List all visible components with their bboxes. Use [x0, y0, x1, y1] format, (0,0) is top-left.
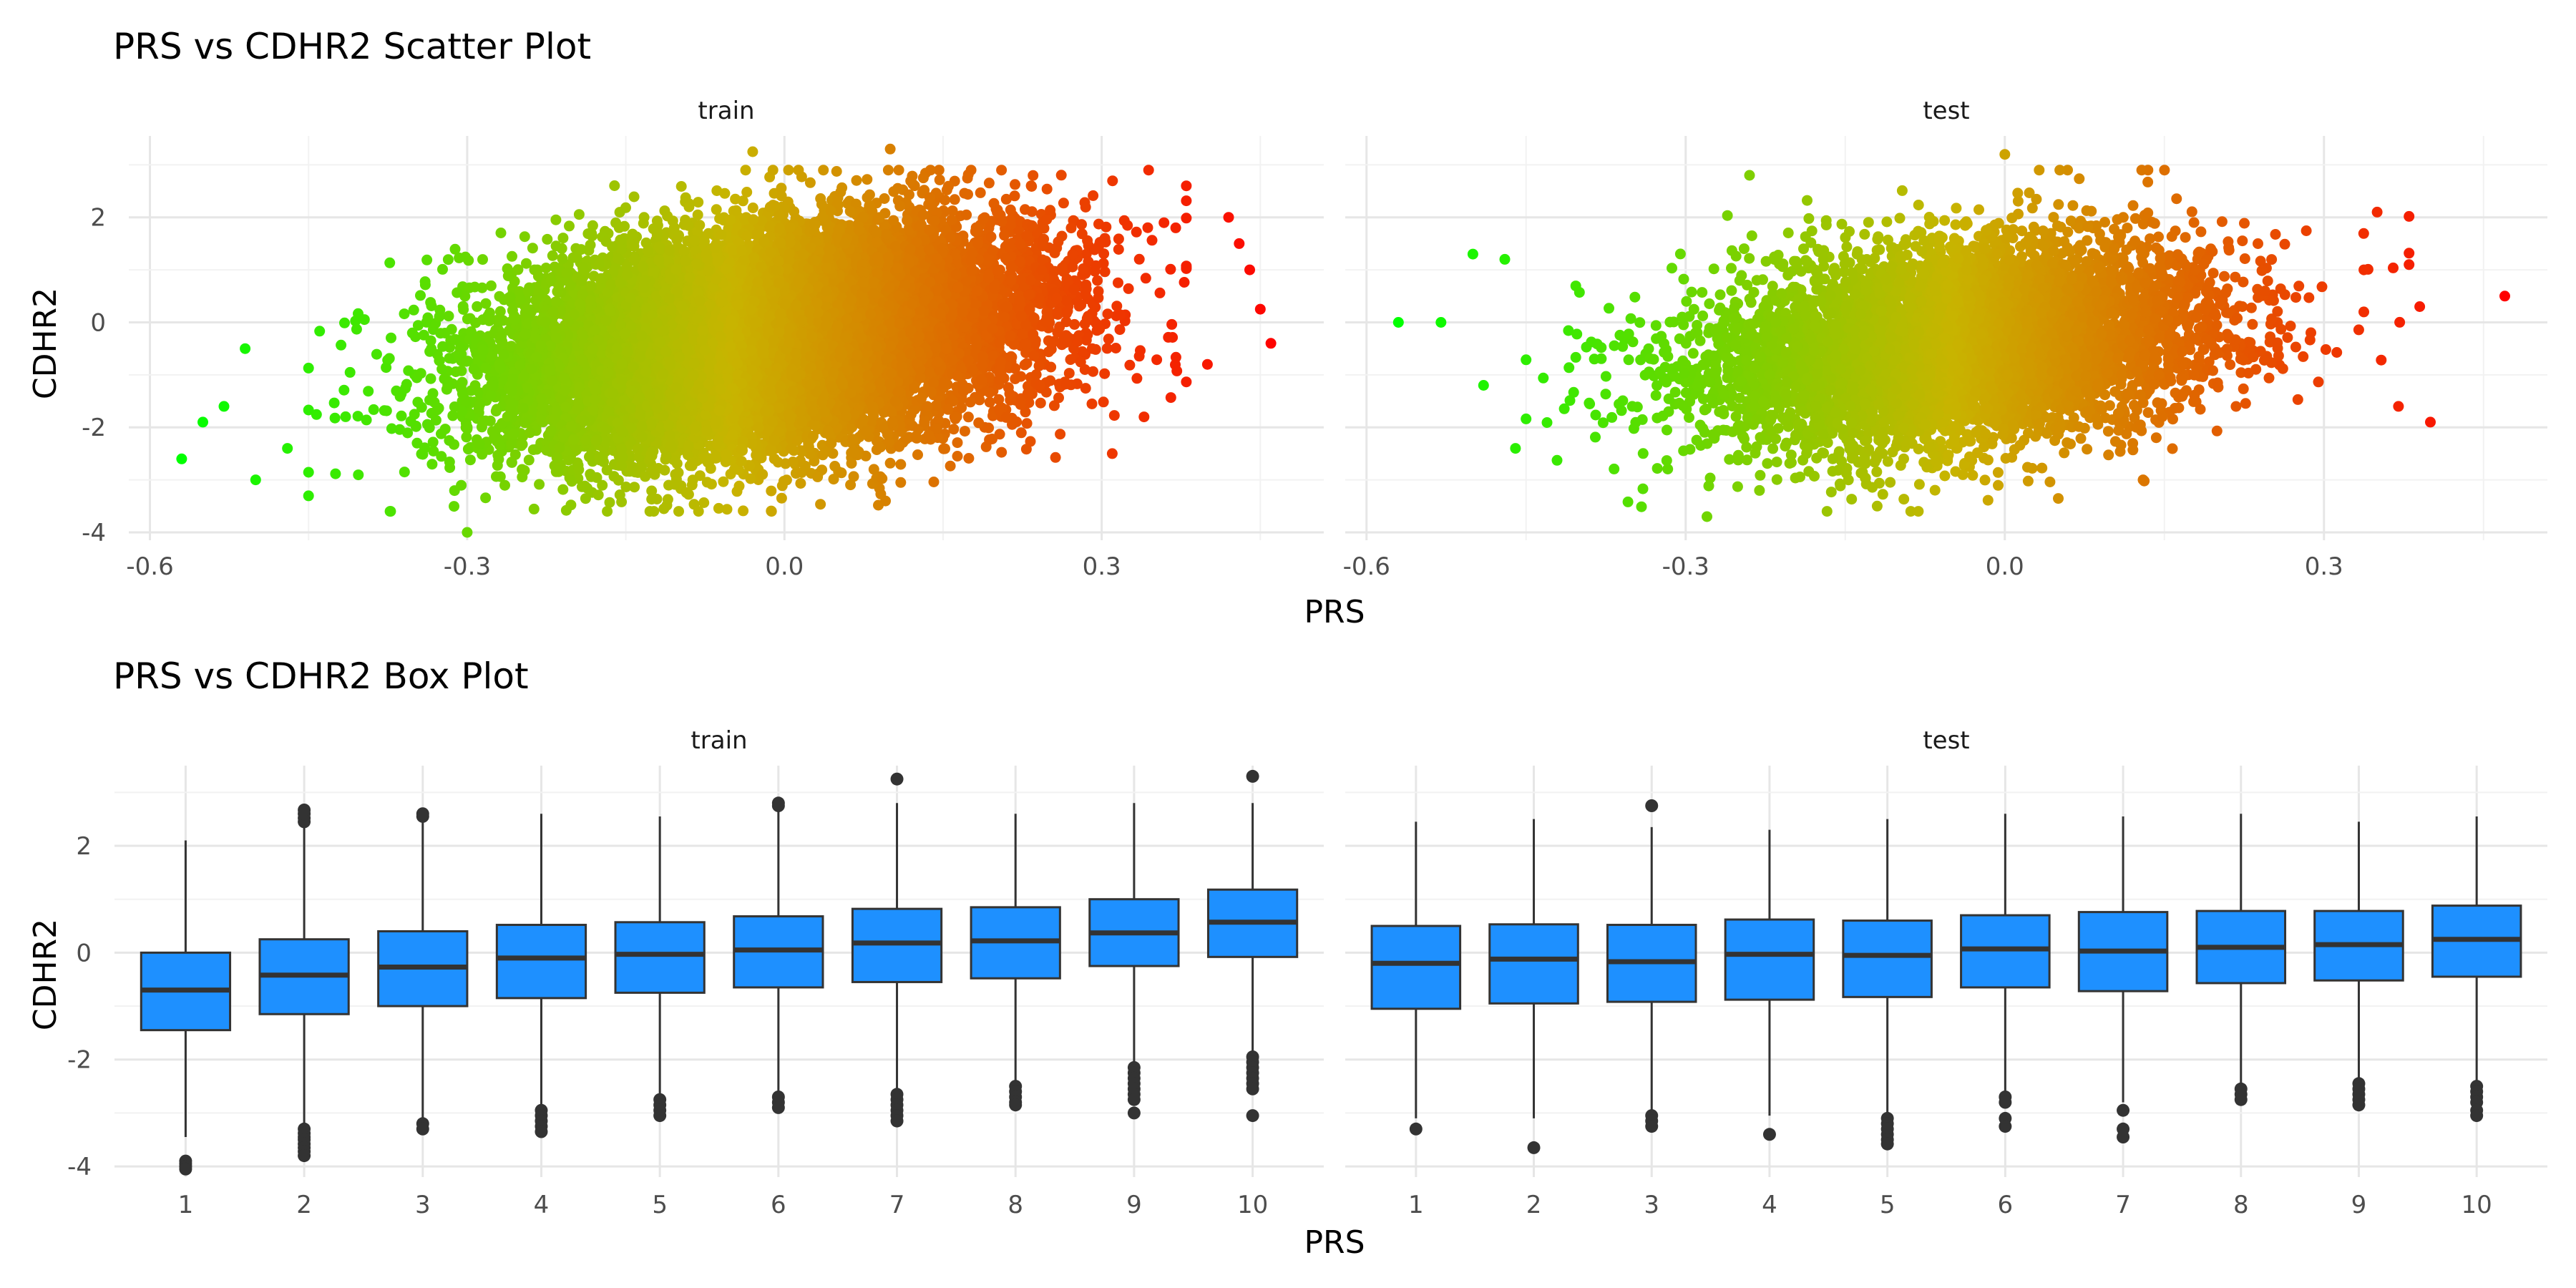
scatter-point: [745, 473, 756, 484]
scatter-point: [1170, 351, 1181, 363]
scatter-point: [882, 165, 894, 176]
scatter-point: [912, 449, 923, 460]
scatter-point: [421, 254, 433, 265]
scatter-point: [428, 446, 439, 457]
scatter-point: [738, 505, 749, 517]
y-tick-label: 2: [90, 204, 106, 233]
scatter-point: [1108, 410, 1120, 421]
scatter-point: [649, 469, 660, 480]
scatter-point: [303, 362, 314, 374]
scatter-point: [425, 373, 436, 384]
scatter-point: [401, 379, 412, 390]
scatter-point: [415, 290, 426, 301]
scatter-point: [1158, 217, 1170, 228]
scatter-plot-title: PRS vs CDHR2 Scatter Plot: [113, 26, 591, 67]
scatter-point: [1113, 277, 1123, 288]
scatter-point: [449, 501, 459, 512]
scatter-point: [314, 326, 326, 337]
scatter-point: [523, 454, 535, 466]
scatter-point: [993, 394, 1005, 405]
scatter-point: [1019, 359, 1030, 371]
scatter-point: [1086, 398, 1098, 409]
scatter-point: [385, 506, 396, 517]
scatter-point: [1143, 165, 1154, 176]
scatter-point: [983, 177, 995, 189]
scatter-point: [851, 175, 862, 186]
y-tick-label: -2: [82, 414, 106, 442]
scatter-point: [1041, 183, 1053, 195]
scatter-point: [443, 311, 454, 322]
scatter-point: [1015, 427, 1027, 439]
scatter-point: [895, 459, 907, 470]
scatter-point: [303, 467, 314, 478]
scatter-point: [1028, 170, 1039, 181]
scatter-panel-train: train -0.6 -0.3 0.0 0.3 -4 -2 0 2: [82, 97, 1324, 581]
scatter-point: [949, 194, 960, 205]
scatter-point: [1146, 235, 1158, 246]
scatter-point: [399, 308, 410, 320]
y-tick-label: -4: [82, 519, 106, 547]
scatter-point: [730, 193, 741, 205]
scatter-point: [952, 451, 963, 462]
scatter-point: [629, 482, 640, 493]
facet-strip-label: train: [698, 97, 754, 125]
scatter-point: [1035, 397, 1046, 409]
x-tick-label: -0.6: [126, 552, 173, 581]
box-plot-title: PRS vs CDHR2 Box Plot: [113, 655, 529, 697]
scatter-point: [1113, 244, 1124, 255]
y-tick-label: 0: [90, 308, 106, 337]
scatter-point: [516, 440, 527, 452]
scatter-point: [996, 447, 1008, 458]
scatter-point: [962, 411, 974, 423]
scatter-point: [973, 417, 985, 429]
points: [176, 143, 1277, 538]
scatter-point: [1045, 205, 1056, 216]
scatter-point: [963, 453, 975, 464]
scatter-point: [361, 414, 372, 426]
scatter-point: [948, 424, 960, 435]
scatter-point: [1021, 418, 1033, 429]
scatter-point: [396, 410, 407, 421]
x-tick-label: 0.0: [765, 552, 804, 581]
scatter-point: [363, 386, 374, 397]
scatter-point: [1009, 190, 1020, 202]
scatter-point: [442, 254, 454, 265]
scatter-point: [644, 506, 655, 517]
scatter-point: [408, 304, 419, 316]
scatter-point: [815, 499, 826, 510]
scatter-point: [1063, 368, 1075, 379]
scatter-point: [928, 477, 940, 487]
scatter-point: [706, 479, 717, 490]
x-tick-label: -0.3: [444, 552, 491, 581]
x-tick-label: 0.3: [1083, 552, 1121, 581]
scatter-point: [492, 459, 503, 471]
scatter-point: [1165, 263, 1176, 275]
scatter-point: [940, 443, 950, 454]
scatter-point: [386, 332, 396, 343]
scatter-point: [550, 214, 562, 225]
scatter-point: [1181, 376, 1192, 388]
scatter-point: [1166, 318, 1178, 330]
